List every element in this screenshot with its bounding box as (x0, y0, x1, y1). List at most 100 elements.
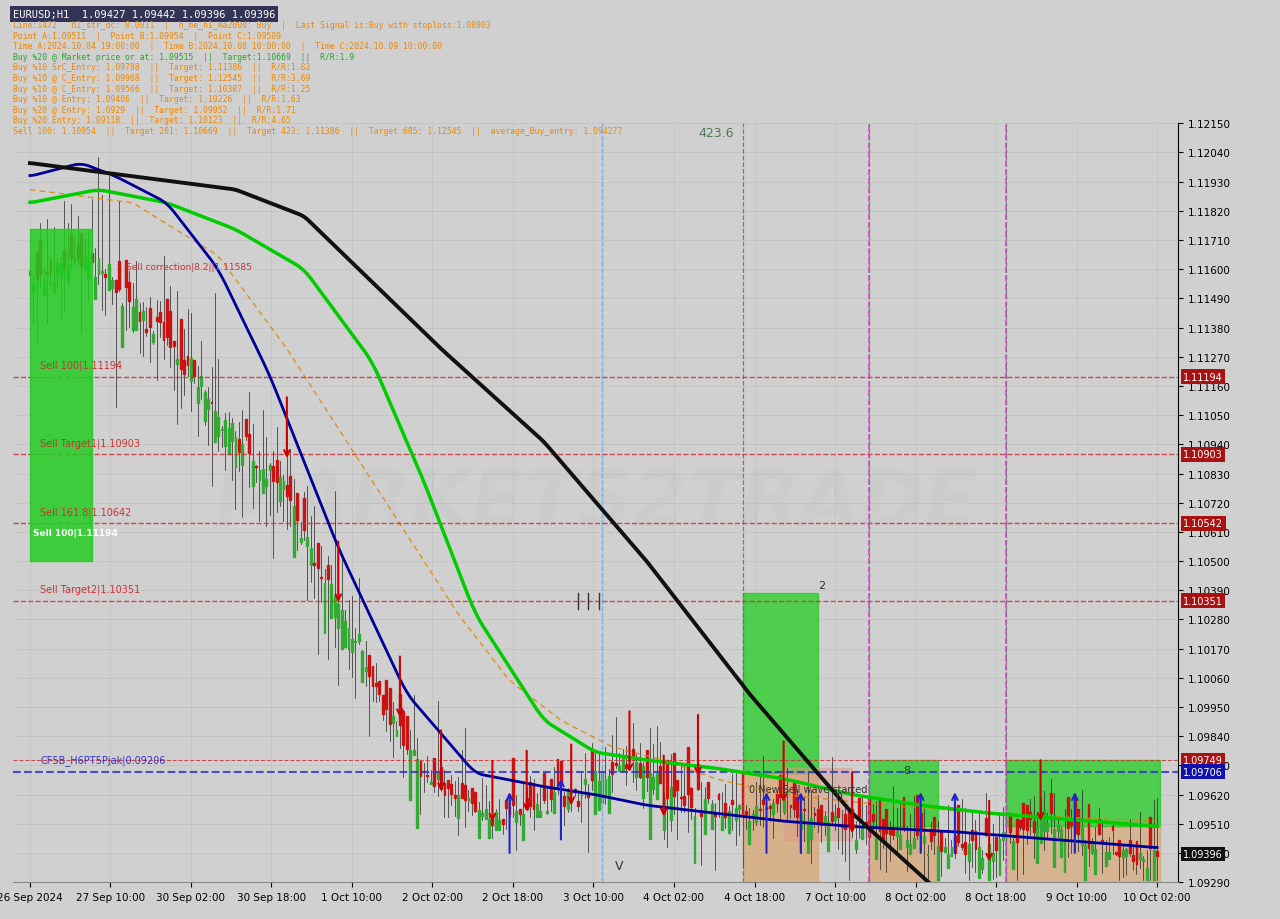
Bar (608, 776, 609, 812)
Bar (93, 278, 96, 300)
Bar (602, 771, 603, 803)
Bar (1094, 849, 1097, 874)
Bar (502, 819, 503, 823)
Bar (244, 420, 247, 437)
Bar (937, 846, 938, 879)
Bar (1050, 793, 1052, 813)
Bar (1101, 840, 1103, 843)
Bar (680, 797, 682, 799)
Bar (896, 832, 897, 836)
Bar (810, 819, 812, 839)
Bar (591, 750, 593, 780)
Bar (666, 760, 668, 799)
Bar (745, 811, 748, 813)
Bar (447, 780, 449, 788)
Bar (957, 805, 959, 843)
Bar (876, 834, 877, 859)
Bar (882, 820, 884, 841)
Text: Buy %10 @ Entry: 1.09406  ||  Target: 1.10226  ||  R/R:1.63: Buy %10 @ Entry: 1.09406 || Target: 1.10… (13, 95, 301, 104)
Bar (947, 854, 948, 868)
Bar (316, 543, 319, 568)
Bar (326, 565, 329, 579)
Bar (1132, 855, 1134, 861)
Bar (868, 798, 870, 837)
Text: 0 New Sell wave started: 0 New Sell wave started (749, 784, 868, 794)
Bar (269, 465, 270, 471)
Bar (663, 800, 664, 831)
Bar (1019, 821, 1021, 827)
Bar (899, 834, 901, 849)
Bar (52, 282, 55, 293)
Bar (385, 680, 387, 709)
Bar (847, 811, 850, 824)
Text: Sell 100: 1.10954  ||  Target 261: 1.10669  ||  Target 423: 1.11386  ||  Target : Sell 100: 1.10954 || Target 261: 1.10669… (13, 127, 622, 136)
Bar (909, 844, 911, 855)
Bar (645, 750, 648, 777)
Text: Sell 161.8|1.10642: Sell 161.8|1.10642 (40, 506, 132, 517)
Bar (902, 797, 905, 829)
Bar (841, 824, 842, 827)
Bar (166, 300, 168, 337)
Bar (1002, 832, 1004, 840)
Bar (108, 265, 110, 290)
Bar (283, 482, 284, 490)
Bar (228, 428, 229, 455)
Bar (739, 806, 740, 810)
Bar (118, 261, 120, 289)
Bar (742, 594, 818, 774)
Bar (1139, 854, 1140, 858)
Bar (1015, 819, 1018, 843)
Bar (392, 717, 394, 723)
Bar (690, 789, 692, 807)
Bar (29, 272, 31, 277)
Bar (888, 830, 891, 834)
Bar (954, 836, 956, 853)
Bar (1029, 811, 1032, 819)
Bar (1006, 826, 1161, 882)
Bar (371, 666, 374, 686)
Bar (204, 393, 206, 421)
Bar (669, 788, 672, 820)
Bar (399, 694, 401, 725)
Bar (430, 782, 431, 785)
Bar (776, 794, 778, 803)
Bar (855, 840, 856, 849)
Bar (1098, 820, 1100, 834)
Bar (73, 260, 76, 262)
Bar (56, 262, 59, 276)
Bar (187, 357, 188, 366)
Bar (643, 766, 644, 798)
Bar (800, 813, 801, 829)
Bar (782, 799, 785, 812)
Bar (1121, 850, 1124, 857)
Bar (783, 768, 852, 840)
Bar (1111, 826, 1114, 830)
Bar (128, 283, 131, 301)
Bar (285, 485, 288, 496)
Text: 2: 2 (818, 580, 826, 590)
Bar (742, 774, 818, 882)
Bar (724, 803, 726, 817)
Bar (584, 779, 586, 784)
Text: Buy %20 @ Market price or at: 1.09515  ||  Target:1.10669  ||  R/R:1.9: Buy %20 @ Market price or at: 1.09515 ||… (13, 52, 355, 62)
Bar (588, 793, 589, 798)
Text: Sell Target1|1.10903: Sell Target1|1.10903 (40, 437, 141, 448)
Bar (320, 577, 323, 579)
Bar (465, 785, 466, 800)
Bar (396, 730, 398, 736)
Bar (1043, 811, 1044, 832)
Bar (481, 812, 483, 816)
Bar (516, 811, 517, 822)
Bar (1060, 829, 1062, 857)
Bar (529, 782, 531, 806)
Bar (197, 387, 198, 403)
Bar (827, 823, 829, 851)
Bar (42, 281, 45, 295)
Bar (416, 759, 419, 828)
Bar (625, 765, 627, 768)
Bar (978, 846, 980, 879)
Bar (477, 811, 480, 837)
Bar (252, 461, 253, 487)
Bar (1068, 797, 1069, 828)
Bar (796, 795, 799, 818)
